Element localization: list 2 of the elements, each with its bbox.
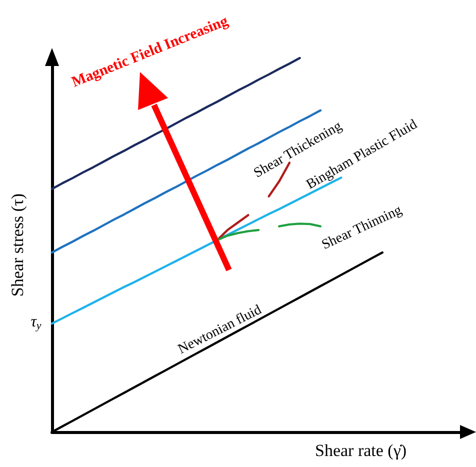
y-axis-title: Shear stress (τ)	[8, 193, 27, 297]
x-axis-title: Shear rate (γ̇)	[315, 441, 407, 460]
